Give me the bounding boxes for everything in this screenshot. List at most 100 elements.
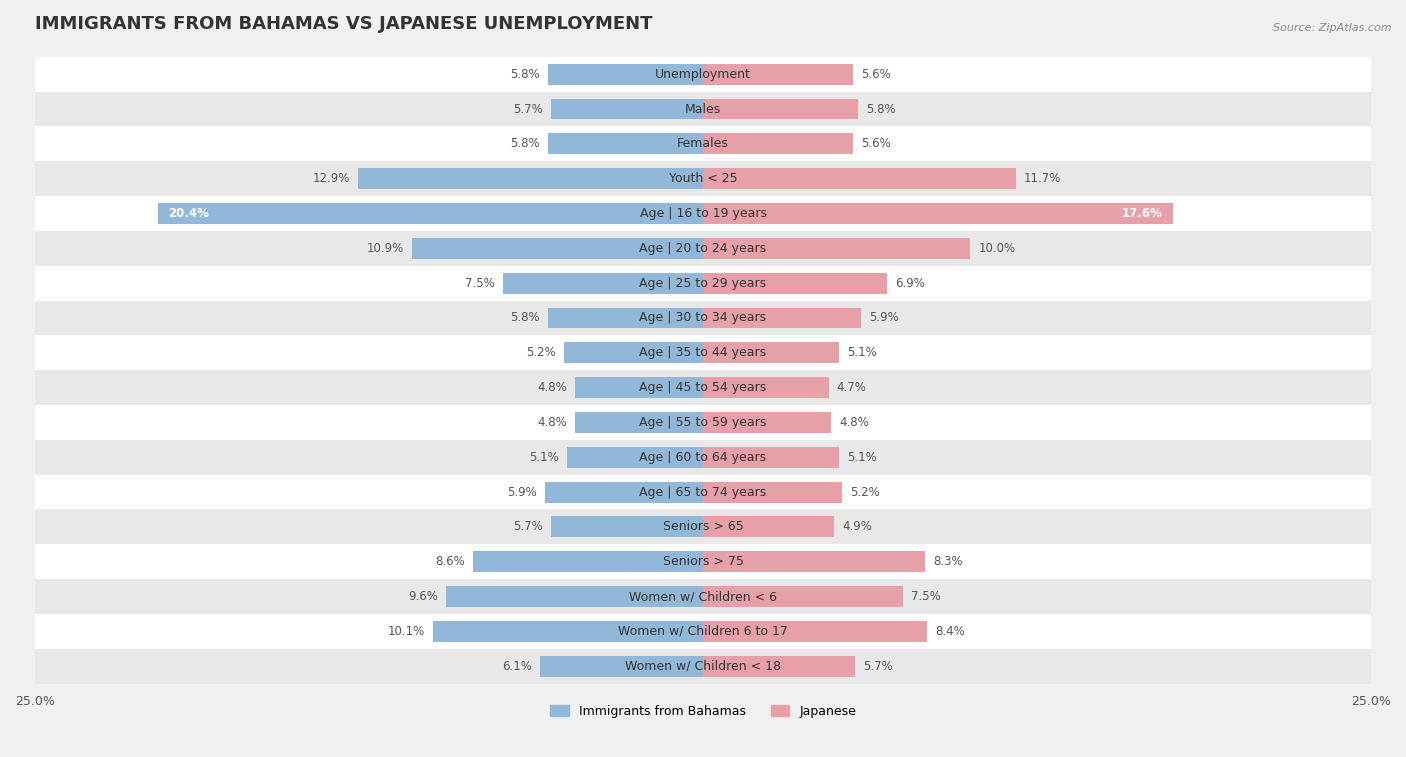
Bar (551, 516, 703, 537)
Text: 5.1%: 5.1% (848, 346, 877, 360)
Bar (703, 307, 860, 329)
Bar (548, 64, 703, 85)
Text: Youth < 25: Youth < 25 (669, 172, 737, 185)
Bar (703, 586, 904, 607)
Bar (703, 273, 887, 294)
Text: Source: ZipAtlas.com: Source: ZipAtlas.com (1274, 23, 1392, 33)
Text: 11.7%: 11.7% (1024, 172, 1062, 185)
Text: Unemployment: Unemployment (655, 67, 751, 81)
Text: 10.0%: 10.0% (979, 241, 1015, 255)
Bar (564, 342, 703, 363)
Text: 10.1%: 10.1% (388, 625, 425, 638)
Text: 5.7%: 5.7% (513, 520, 543, 534)
Bar (703, 656, 855, 677)
Bar (575, 377, 703, 398)
Text: 5.1%: 5.1% (848, 450, 877, 464)
Text: 5.9%: 5.9% (508, 485, 537, 499)
Bar (35, 614, 1371, 649)
Bar (35, 370, 1371, 405)
Text: Age | 45 to 54 years: Age | 45 to 54 years (640, 381, 766, 394)
Text: 4.9%: 4.9% (842, 520, 872, 534)
Text: Women w/ Children < 6: Women w/ Children < 6 (628, 590, 778, 603)
Text: 10.9%: 10.9% (367, 241, 404, 255)
Text: 6.1%: 6.1% (502, 659, 531, 673)
Bar (35, 649, 1371, 684)
Bar (35, 301, 1371, 335)
Text: 5.6%: 5.6% (860, 137, 890, 151)
Text: Age | 30 to 34 years: Age | 30 to 34 years (640, 311, 766, 325)
Bar (703, 447, 839, 468)
Text: Women w/ Children < 18: Women w/ Children < 18 (626, 659, 780, 673)
Text: 4.7%: 4.7% (837, 381, 866, 394)
Bar (703, 516, 834, 537)
Text: Age | 60 to 64 years: Age | 60 to 64 years (640, 450, 766, 464)
Text: Age | 16 to 19 years: Age | 16 to 19 years (640, 207, 766, 220)
Text: 5.2%: 5.2% (851, 485, 880, 499)
Text: 9.6%: 9.6% (409, 590, 439, 603)
Bar (567, 447, 703, 468)
Text: Age | 65 to 74 years: Age | 65 to 74 years (640, 485, 766, 499)
Text: 5.2%: 5.2% (526, 346, 555, 360)
Text: 7.5%: 7.5% (465, 276, 495, 290)
Text: 6.9%: 6.9% (896, 276, 925, 290)
Text: Age | 55 to 59 years: Age | 55 to 59 years (640, 416, 766, 429)
Bar (703, 64, 852, 85)
Text: 4.8%: 4.8% (537, 381, 567, 394)
Bar (703, 377, 828, 398)
Bar (502, 273, 703, 294)
Legend: Immigrants from Bahamas, Japanese: Immigrants from Bahamas, Japanese (544, 699, 862, 723)
Bar (703, 133, 852, 154)
Bar (703, 168, 1015, 189)
Text: Women w/ Children 6 to 17: Women w/ Children 6 to 17 (619, 625, 787, 638)
Bar (447, 586, 703, 607)
Bar (35, 92, 1371, 126)
Text: 5.6%: 5.6% (860, 67, 890, 81)
Bar (575, 412, 703, 433)
Bar (703, 412, 831, 433)
Text: IMMIGRANTS FROM BAHAMAS VS JAPANESE UNEMPLOYMENT: IMMIGRANTS FROM BAHAMAS VS JAPANESE UNEM… (35, 15, 652, 33)
Text: Seniors > 75: Seniors > 75 (662, 555, 744, 569)
Text: 5.9%: 5.9% (869, 311, 898, 325)
Bar (551, 98, 703, 120)
Text: Age | 25 to 29 years: Age | 25 to 29 years (640, 276, 766, 290)
Text: 8.4%: 8.4% (935, 625, 966, 638)
Bar (412, 238, 703, 259)
Bar (703, 98, 858, 120)
Bar (703, 551, 925, 572)
Bar (35, 509, 1371, 544)
Bar (35, 544, 1371, 579)
Text: 17.6%: 17.6% (1122, 207, 1163, 220)
Bar (35, 126, 1371, 161)
Bar (548, 133, 703, 154)
Text: 20.4%: 20.4% (169, 207, 209, 220)
Bar (703, 342, 839, 363)
Bar (157, 203, 703, 224)
Bar (35, 266, 1371, 301)
Bar (548, 307, 703, 329)
Bar (35, 475, 1371, 509)
Text: Age | 20 to 24 years: Age | 20 to 24 years (640, 241, 766, 255)
Bar (474, 551, 703, 572)
Bar (703, 481, 842, 503)
Text: 7.5%: 7.5% (911, 590, 941, 603)
Text: Males: Males (685, 102, 721, 116)
Bar (359, 168, 703, 189)
Bar (35, 161, 1371, 196)
Bar (703, 203, 1174, 224)
Bar (35, 196, 1371, 231)
Text: 5.8%: 5.8% (510, 311, 540, 325)
Bar (35, 335, 1371, 370)
Bar (35, 579, 1371, 614)
Text: Age | 35 to 44 years: Age | 35 to 44 years (640, 346, 766, 360)
Text: 5.8%: 5.8% (510, 67, 540, 81)
Text: Seniors > 65: Seniors > 65 (662, 520, 744, 534)
Text: 5.1%: 5.1% (529, 450, 558, 464)
Text: 5.7%: 5.7% (863, 659, 893, 673)
Text: 12.9%: 12.9% (314, 172, 350, 185)
Text: 8.3%: 8.3% (932, 555, 963, 569)
Bar (703, 238, 970, 259)
Bar (433, 621, 703, 642)
Bar (35, 405, 1371, 440)
Bar (540, 656, 703, 677)
Bar (35, 231, 1371, 266)
